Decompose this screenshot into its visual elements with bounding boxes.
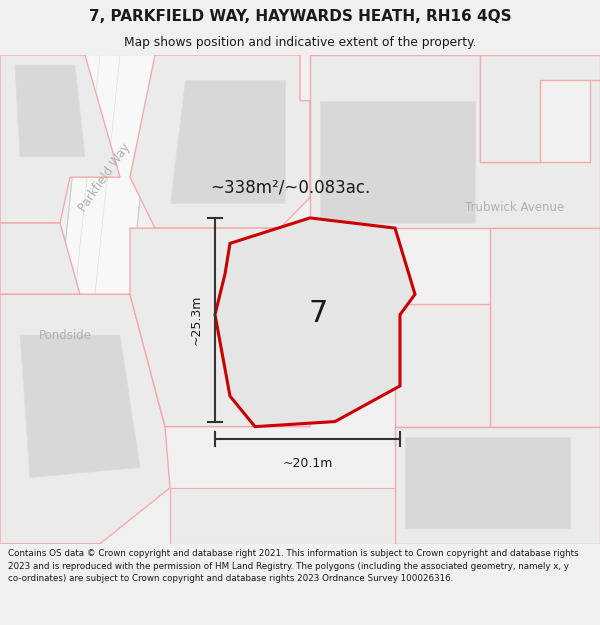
Polygon shape [395, 304, 490, 427]
Text: Map shows position and indicative extent of the property.: Map shows position and indicative extent… [124, 36, 476, 49]
Polygon shape [170, 488, 395, 544]
Polygon shape [490, 228, 600, 427]
Text: Trubwick Avenue: Trubwick Avenue [466, 201, 565, 214]
Polygon shape [480, 55, 600, 162]
Polygon shape [0, 294, 170, 544]
Polygon shape [320, 101, 475, 223]
Polygon shape [405, 437, 570, 529]
Polygon shape [15, 65, 85, 157]
Polygon shape [215, 218, 415, 427]
Text: ~20.1m: ~20.1m [283, 458, 332, 471]
Polygon shape [20, 335, 140, 478]
Text: ~338m²/~0.083ac.: ~338m²/~0.083ac. [210, 178, 370, 196]
Polygon shape [395, 427, 600, 544]
Polygon shape [60, 55, 155, 294]
Polygon shape [0, 223, 80, 294]
Polygon shape [0, 55, 120, 223]
Polygon shape [170, 81, 285, 202]
Text: Pondside: Pondside [38, 329, 91, 341]
Text: 7: 7 [308, 299, 328, 328]
Text: ~25.3m: ~25.3m [190, 294, 203, 345]
Text: Contains OS data © Crown copyright and database right 2021. This information is : Contains OS data © Crown copyright and d… [8, 549, 578, 582]
Polygon shape [130, 55, 310, 228]
Polygon shape [310, 55, 600, 228]
Polygon shape [130, 228, 310, 427]
Text: Parkfield Way: Parkfield Way [77, 141, 133, 214]
Text: 7, PARKFIELD WAY, HAYWARDS HEATH, RH16 4QS: 7, PARKFIELD WAY, HAYWARDS HEATH, RH16 4… [89, 9, 511, 24]
